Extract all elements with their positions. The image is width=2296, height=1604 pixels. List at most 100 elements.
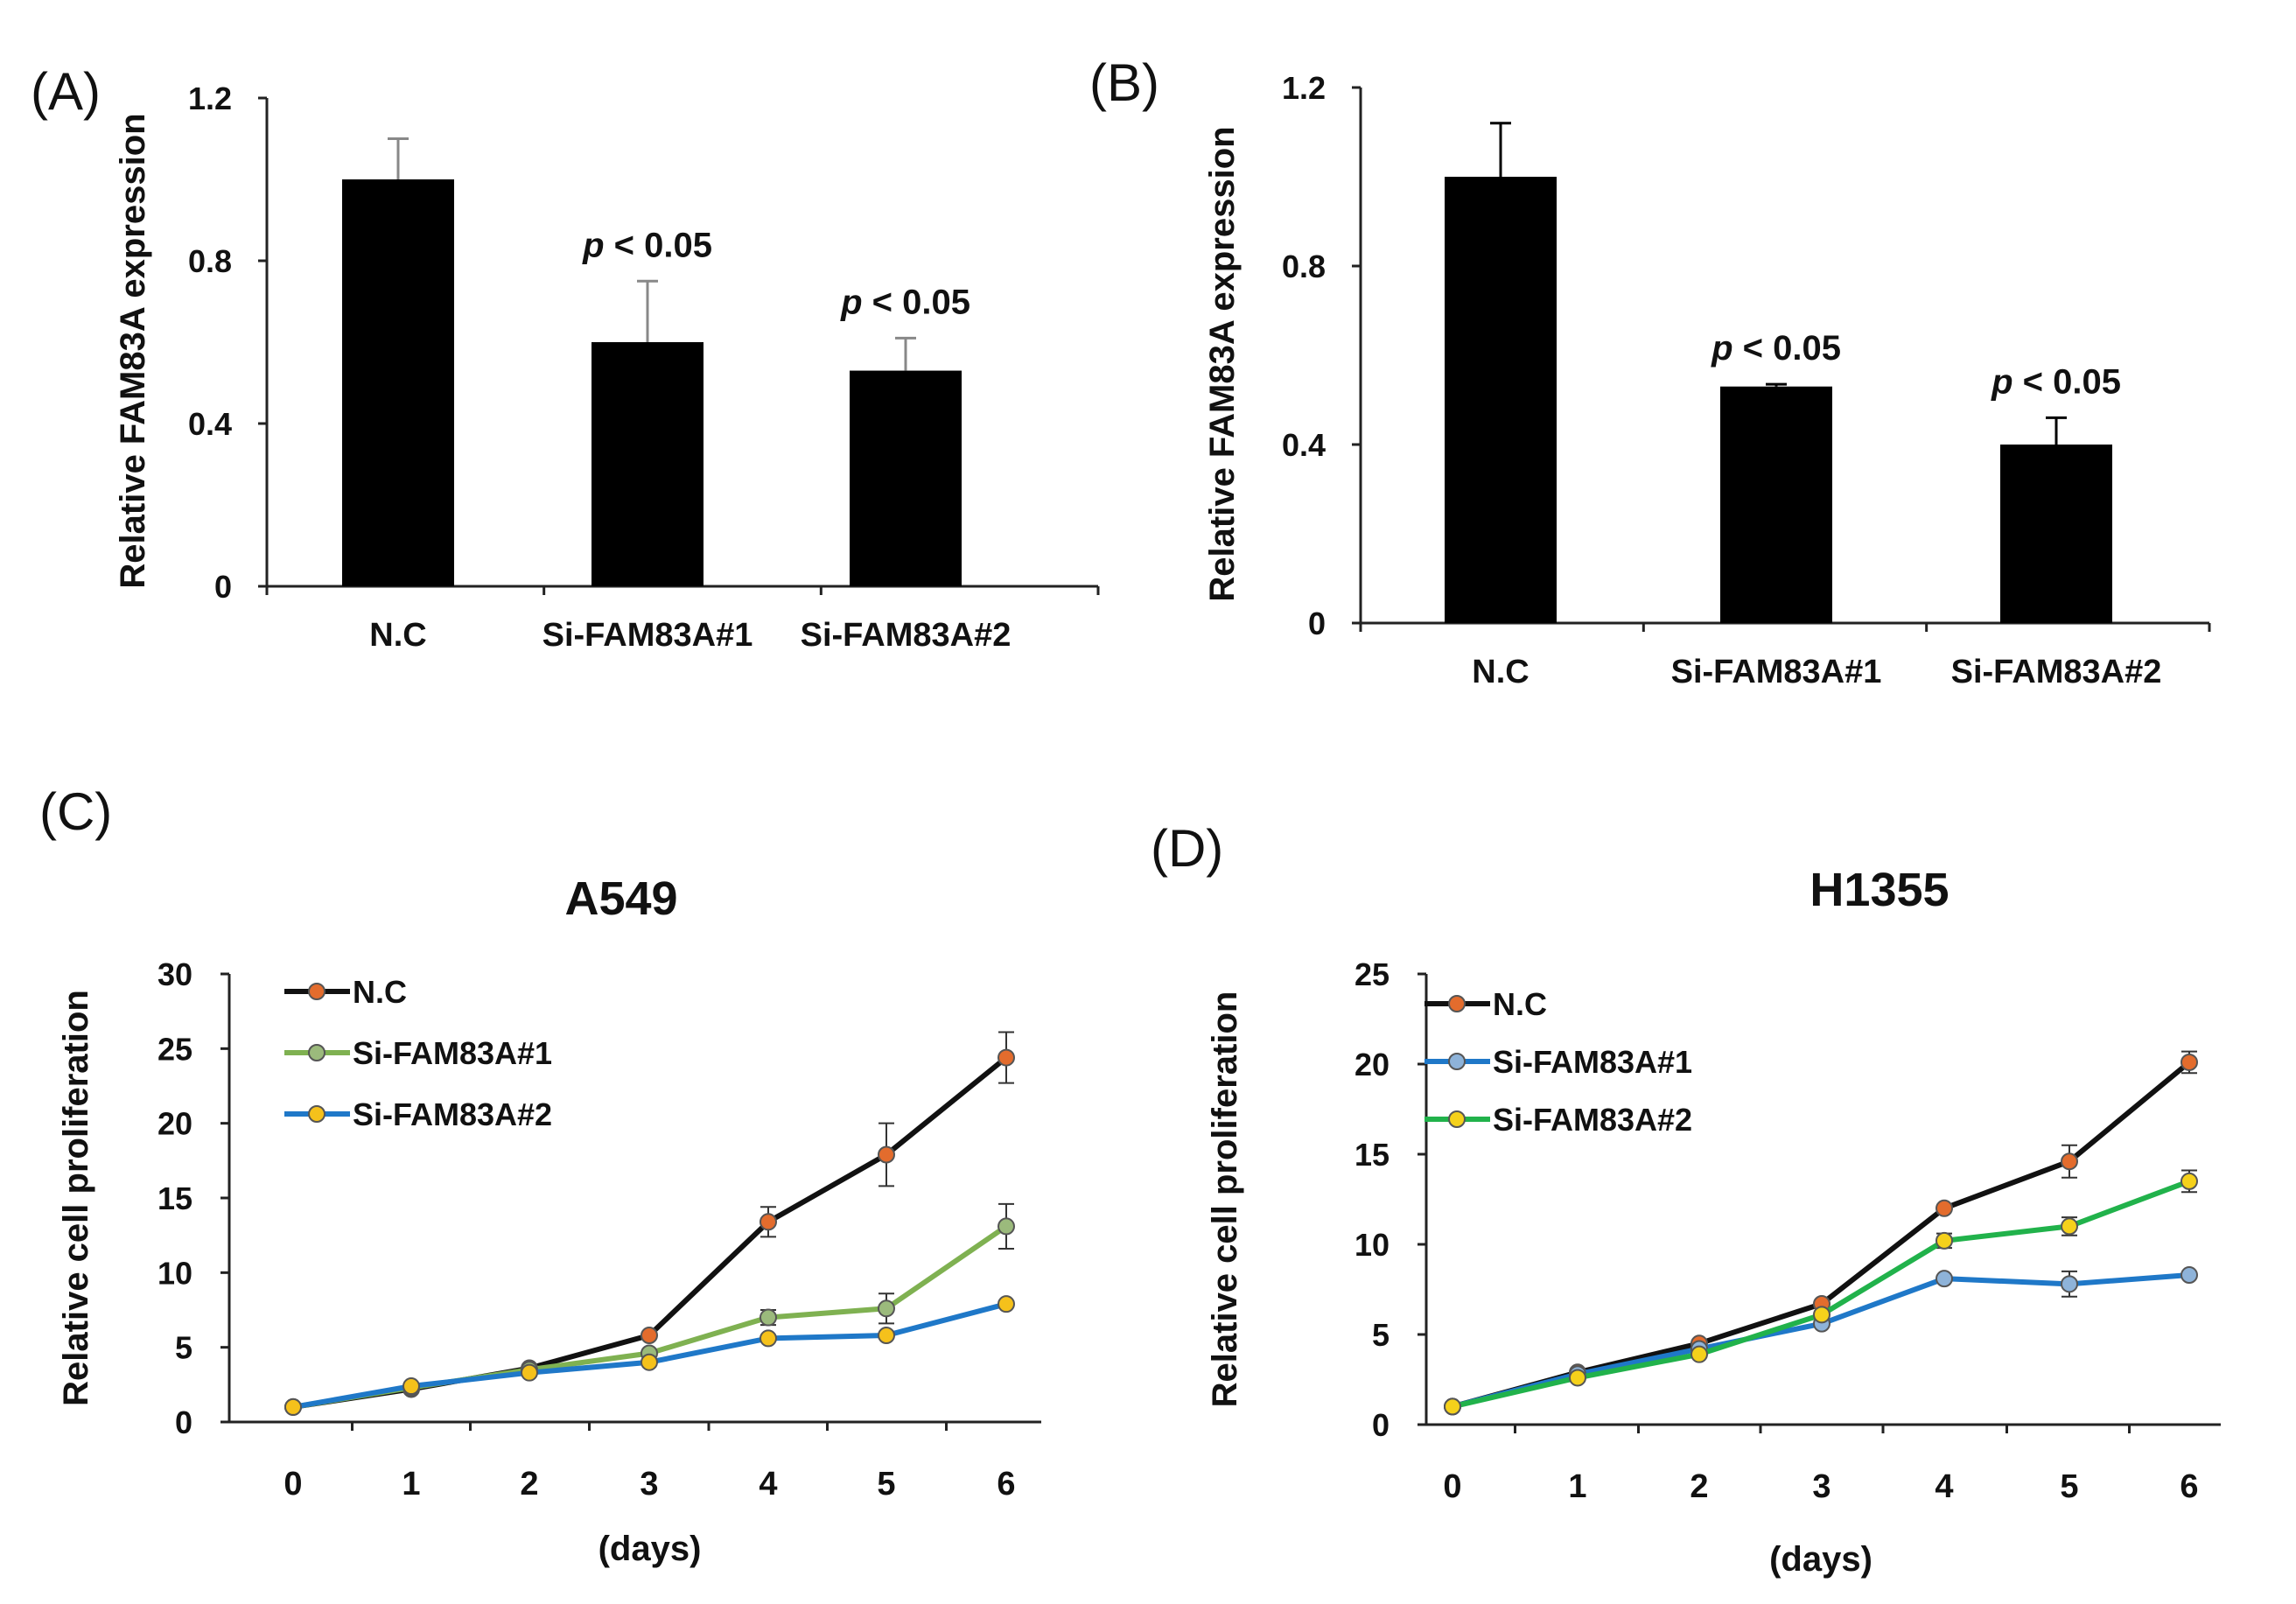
series-line [1452,1179,2191,1410]
data-point [760,1329,777,1348]
legend-swatch-marker [1448,1053,1466,1070]
p-symbol: p [840,283,862,321]
data-point [2061,1275,2078,1293]
legend-label: N.C [1493,986,1547,1022]
y-tick-label: 15 [1354,1137,1390,1173]
y-tick-label: 1.2 [188,81,232,116]
x-tick-label: 6 [2180,1468,2198,1505]
legend-swatch-marker [308,983,326,1000]
chart-b: (B) Relative FAM83A expression 0 0.4 0.8 1.2 N… [1089,53,2211,690]
x-category-label: Si-FAM83A#2 [1951,654,2162,690]
data-point [2061,1152,2078,1171]
p-threshold: < 0.05 [1733,329,1841,368]
significance-label: p < 0.05 [1991,362,2121,401]
x-tick-label: 0 [1443,1468,1461,1505]
data-point [1936,1270,1953,1288]
bar [1445,177,1557,623]
bar [342,179,454,586]
x-axis-title: (days) [598,1530,702,1568]
p-threshold: < 0.05 [863,283,970,321]
y-tick-label: 10 [1354,1227,1390,1263]
y-tick-label: 0 [175,1404,192,1440]
legend-swatch-marker [1448,1110,1466,1128]
p-symbol: p [1711,329,1732,368]
data-point [640,1327,658,1345]
y-tick-label: 30 [158,956,192,992]
y-tick-label: 15 [158,1180,192,1216]
panel-label: (B) [1089,53,1159,112]
y-tick-label: 20 [158,1106,192,1142]
chart-a: (A) Relative FAM83A expression 0 0.4 0.8 1.2 N… [31,62,1100,654]
significance-label: p < 0.05 [1711,329,1841,368]
y-tick-label: 25 [158,1031,192,1067]
x-tick-label: 3 [640,1466,658,1502]
panel-label: (A) [31,62,101,121]
x-tick-label: 5 [2060,1468,2078,1505]
chart-title: A549 [564,872,677,925]
y-tick-label: 0.8 [1282,249,1326,284]
data-point [2180,1172,2198,1190]
y-tick-label: 5 [1372,1317,1390,1353]
chart-title: H1355 [1810,864,1949,916]
data-point [998,1217,1015,1236]
p-symbol: p [1991,362,2012,401]
series-si-fam83a-2 [284,1295,1015,1416]
significance-label: p < 0.05 [840,283,970,321]
y-axis-title: Relative cell proliferation [1206,991,1244,1408]
legend-label: Si-FAM83A#1 [353,1035,552,1071]
x-tick-label: 4 [759,1466,777,1502]
data-point [878,1327,895,1345]
y-tick-label: 0.4 [1282,427,1326,463]
y-tick-label: 1.2 [1282,70,1326,106]
x-tick-label: 5 [877,1466,895,1502]
y-axis-title: Relative FAM83A expression [114,113,152,588]
x-tick-label: 6 [997,1466,1015,1502]
data-point [2180,1053,2198,1071]
x-category-label: N.C [1472,654,1529,690]
x-tick-label: 4 [1935,1468,1953,1505]
y-tick-label: 0 [1308,606,1326,641]
legend-label: Si-FAM83A#1 [1493,1044,1692,1080]
legend-swatch-marker [308,1105,326,1123]
data-point [760,1213,777,1231]
y-axis-title: Relative FAM83A expression [1203,126,1242,601]
series-si-fam83a-1 [284,1202,1015,1416]
bar [2000,445,2112,623]
p-threshold: < 0.05 [605,226,712,264]
x-category-label: Si-FAM83A#1 [1671,654,1882,690]
data-point [1936,1199,1953,1217]
y-tick-label: 0.4 [188,406,232,442]
series-line [292,1223,1008,1410]
x-tick-label: 2 [1690,1468,1708,1505]
data-point [760,1308,777,1327]
x-category-label: N.C [369,617,426,654]
x-axis-title: (days) [1769,1540,1872,1579]
x-category-label: Si-FAM83A#2 [801,617,1012,654]
y-tick-label: 5 [175,1330,192,1366]
x-tick-label: 3 [1812,1468,1830,1505]
series-si-fam83a-2 [1444,1169,2198,1416]
data-point [521,1363,538,1382]
y-tick-label: 0.8 [188,243,232,279]
panel-label: (D) [1151,819,1223,878]
data-point [878,1299,895,1318]
p-symbol: p [582,226,604,264]
y-tick-label: 0 [214,569,232,605]
series-line [1452,1272,2190,1410]
x-category-label: Si-FAM83A#1 [542,617,753,654]
data-point [2180,1266,2198,1285]
legend-swatch-marker [1448,995,1466,1012]
data-point [402,1377,420,1396]
y-tick-label: 10 [158,1255,192,1291]
p-threshold: < 0.05 [2013,362,2121,401]
data-point [640,1353,658,1371]
data-point [1690,1345,1708,1363]
x-tick-label: 1 [402,1466,420,1502]
x-tick-label: 0 [284,1466,302,1502]
y-tick-label: 0 [1372,1407,1390,1443]
y-axis-title: Relative cell proliferation [57,990,95,1406]
data-point [1569,1369,1586,1387]
significance-label: p < 0.05 [582,226,712,264]
